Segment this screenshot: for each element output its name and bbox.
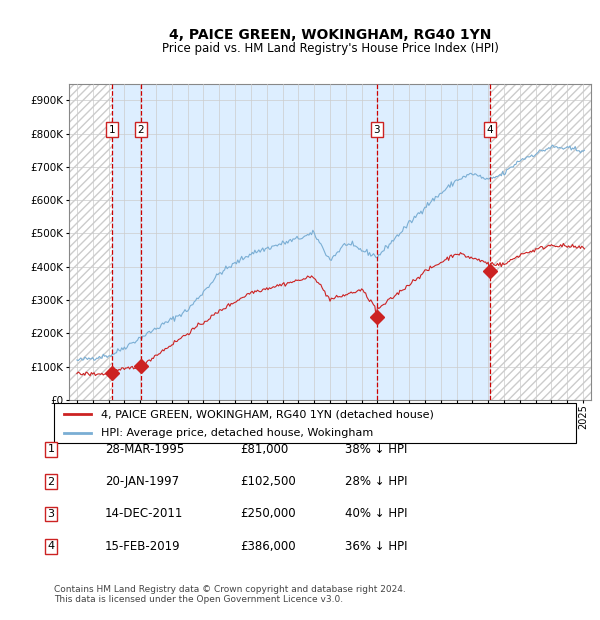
Text: 2: 2 <box>47 477 55 487</box>
Text: 28-MAR-1995: 28-MAR-1995 <box>105 443 184 456</box>
Text: 4: 4 <box>47 541 55 551</box>
Text: 3: 3 <box>373 125 380 135</box>
Text: 40% ↓ HPI: 40% ↓ HPI <box>345 508 407 520</box>
Text: £81,000: £81,000 <box>240 443 288 456</box>
Text: 4, PAICE GREEN, WOKINGHAM, RG40 1YN: 4, PAICE GREEN, WOKINGHAM, RG40 1YN <box>169 28 491 42</box>
Text: 2: 2 <box>137 125 144 135</box>
FancyBboxPatch shape <box>54 403 576 443</box>
Bar <box>69 84 112 400</box>
Text: 1: 1 <box>109 125 116 135</box>
Text: HPI: Average price, detached house, Wokingham: HPI: Average price, detached house, Woki… <box>101 428 373 438</box>
Text: 1: 1 <box>47 445 55 454</box>
Text: £386,000: £386,000 <box>240 540 296 552</box>
Text: 15-FEB-2019: 15-FEB-2019 <box>105 540 181 552</box>
Text: 4, PAICE GREEN, WOKINGHAM, RG40 1YN (detached house): 4, PAICE GREEN, WOKINGHAM, RG40 1YN (det… <box>101 409 434 419</box>
Text: Contains HM Land Registry data © Crown copyright and database right 2024.
This d: Contains HM Land Registry data © Crown c… <box>54 585 406 604</box>
Text: 28% ↓ HPI: 28% ↓ HPI <box>345 476 407 488</box>
Bar <box>112 84 490 400</box>
Text: Price paid vs. HM Land Registry's House Price Index (HPI): Price paid vs. HM Land Registry's House … <box>161 42 499 55</box>
Text: £102,500: £102,500 <box>240 476 296 488</box>
Text: 3: 3 <box>47 509 55 519</box>
Text: 36% ↓ HPI: 36% ↓ HPI <box>345 540 407 552</box>
Text: 20-JAN-1997: 20-JAN-1997 <box>105 476 179 488</box>
Text: 38% ↓ HPI: 38% ↓ HPI <box>345 443 407 456</box>
Text: 14-DEC-2011: 14-DEC-2011 <box>105 508 184 520</box>
Text: 4: 4 <box>487 125 493 135</box>
Bar <box>490 84 591 400</box>
Text: £250,000: £250,000 <box>240 508 296 520</box>
